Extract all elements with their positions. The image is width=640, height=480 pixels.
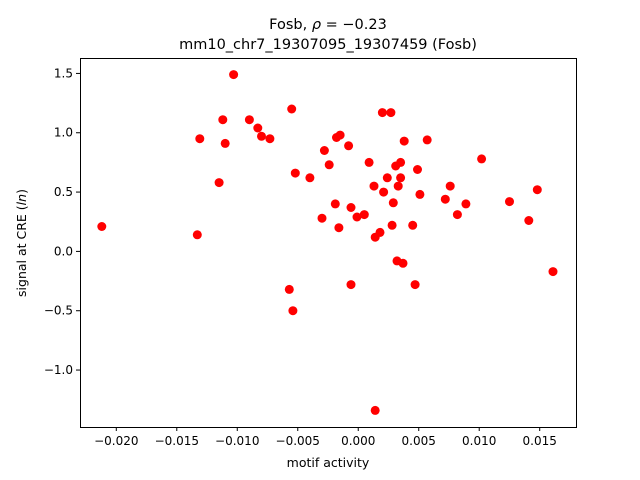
data-point (253, 123, 263, 133)
data-point (346, 203, 356, 212)
data-point (461, 199, 471, 209)
data-point (287, 104, 297, 114)
data-point (477, 154, 487, 164)
data-point (408, 220, 418, 230)
data-point (452, 210, 462, 220)
data-point (505, 197, 514, 207)
y-tick-label: 0.0 (54, 244, 73, 258)
data-point (288, 306, 298, 316)
y-tick-label: 1.5 (54, 66, 73, 80)
y-tick-label: −0.5 (44, 304, 73, 318)
data-point (220, 138, 230, 148)
x-tick-label: 0.015 (523, 434, 557, 448)
x-tick-label: −0.020 (94, 434, 138, 448)
data-point (396, 157, 406, 167)
data-point (532, 185, 542, 195)
x-tick-label: −0.010 (215, 434, 259, 448)
data-point (257, 131, 266, 141)
data-point (324, 160, 334, 170)
data-point (229, 70, 239, 80)
data-point (377, 108, 387, 118)
data-point (410, 280, 420, 290)
data-point (398, 258, 408, 268)
data-point (305, 173, 315, 183)
y-axis-label: signal at CRE (ln) (14, 189, 29, 297)
y-tick-label: −1.0 (44, 363, 73, 377)
data-point (352, 212, 362, 222)
plot-area (97, 70, 558, 415)
data-point (415, 189, 425, 199)
data-point (524, 216, 534, 225)
x-tick-label: 0.010 (462, 434, 496, 448)
data-point (334, 223, 344, 233)
data-point (346, 280, 356, 290)
data-point (364, 157, 374, 167)
data-point (369, 181, 379, 191)
data-point (548, 267, 558, 277)
data-point (214, 178, 224, 188)
data-point (319, 146, 329, 155)
data-point (330, 199, 340, 209)
data-point (386, 108, 396, 118)
data-point (192, 230, 202, 240)
data-point (317, 213, 327, 223)
data-point (97, 222, 107, 231)
data-point (413, 165, 422, 174)
x-tick-label: −0.015 (155, 434, 199, 448)
x-tick-label: 0.000 (341, 434, 375, 448)
data-point (344, 141, 354, 151)
x-tick-label: 0.005 (402, 434, 436, 448)
y-tick-label: 0.5 (54, 185, 73, 199)
data-point (375, 227, 385, 237)
data-point (359, 210, 369, 220)
y-tick-label: 1.0 (54, 126, 73, 140)
data-point (422, 135, 432, 145)
x-axis-label: motif activity (287, 455, 370, 470)
data-point (382, 173, 392, 183)
plot-frame (80, 58, 577, 428)
x-axis: −0.020 −0.015 −0.010 −0.005 0.000 0.005 0.010 0… (94, 427, 557, 448)
data-point (335, 130, 345, 140)
data-point (290, 168, 300, 178)
data-point (388, 198, 398, 208)
x-tick-label: −0.005 (276, 434, 320, 448)
chart-title-line2: mm10_chr7_19307095_19307459 (Fosb) (179, 37, 477, 53)
data-point (195, 134, 205, 144)
data-point (445, 181, 455, 191)
data-point (393, 181, 403, 191)
data-point (440, 194, 450, 204)
chart-title-line1: Fosb, ρ = −0.23 (269, 17, 387, 33)
data-point (370, 405, 380, 415)
data-point (244, 115, 254, 125)
data-point (387, 220, 397, 230)
data-point (218, 115, 228, 125)
data-point (265, 134, 275, 144)
data-point (399, 136, 409, 146)
y-axis: −1.0 −0.5 0.0 0.5 1.0 1.5 (44, 66, 80, 377)
data-point (379, 187, 389, 197)
data-point (284, 284, 294, 294)
data-point (396, 173, 406, 183)
